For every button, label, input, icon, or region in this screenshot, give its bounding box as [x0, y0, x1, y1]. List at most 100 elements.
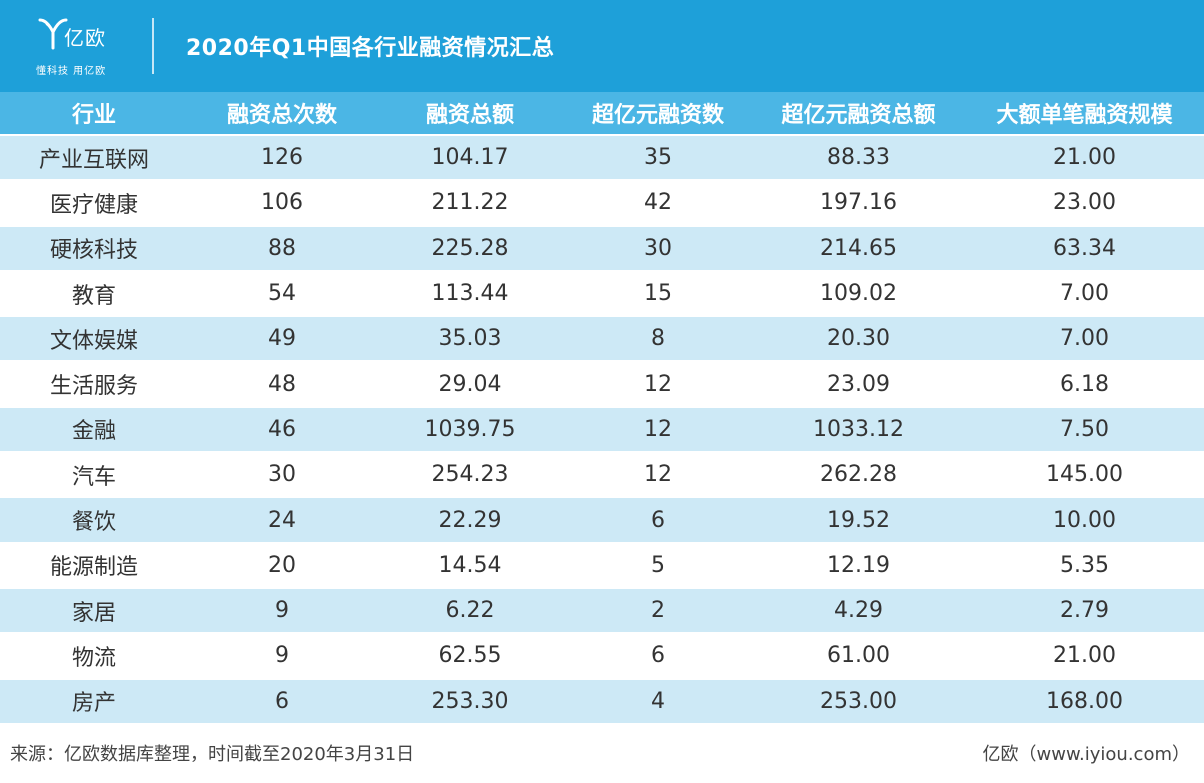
value-cell: 1039.75: [376, 406, 564, 454]
value-cell: 7.50: [965, 406, 1204, 454]
value-cell: 63.34: [965, 225, 1204, 272]
value-cell: 88: [188, 225, 376, 272]
industry-cell: 生活服务: [0, 361, 188, 408]
value-cell: 29.04: [376, 361, 564, 408]
table-body: 产业互联网 126 104.17 35 88.33 21.00 医疗健康 106 211.22 4…: [0, 135, 1204, 725]
industry-cell: 硬核科技: [0, 225, 188, 272]
value-cell: 126: [188, 135, 376, 182]
value-cell: 30: [564, 225, 752, 272]
value-cell: 12: [564, 452, 752, 499]
value-cell: 12.19: [752, 542, 965, 589]
financing-table: 行业 融资总次数 融资总额 超亿元融资数 超亿元融资总额 大额单笔融资规模 产业互联网 12…: [0, 92, 1204, 725]
industry-cell: 家居: [0, 587, 188, 635]
industry-cell: 汽车: [0, 452, 188, 499]
value-cell: 254.23: [376, 452, 564, 499]
industry-cell: 产业互联网: [0, 135, 188, 182]
value-cell: 225.28: [376, 225, 564, 272]
table-row: 餐饮 24 22.29 6 19.52 10.00: [0, 497, 1204, 544]
industry-cell: 金融: [0, 406, 188, 454]
value-cell: 15: [564, 270, 752, 318]
table-row: 能源制造 20 14.54 5 12.19 5.35: [0, 542, 1204, 589]
value-cell: 7.00: [965, 270, 1204, 318]
column-header: 融资总额: [376, 92, 564, 136]
table-row: 文体娱媒 49 35.03 8 20.30 7.00: [0, 316, 1204, 363]
value-cell: 6.22: [376, 587, 564, 635]
industry-cell: 餐饮: [0, 497, 188, 544]
table-row: 教育 54 113.44 15 109.02 7.00: [0, 270, 1204, 318]
value-cell: 9: [188, 633, 376, 680]
value-cell: 253.30: [376, 678, 564, 725]
value-cell: 54: [188, 270, 376, 318]
value-cell: 6: [564, 633, 752, 680]
table-row: 房产 6 253.30 4 253.00 168.00: [0, 678, 1204, 725]
logo-name: 亿欧: [64, 26, 106, 50]
value-cell: 22.29: [376, 497, 564, 544]
header-divider: [152, 18, 154, 74]
value-cell: 30: [188, 452, 376, 499]
site-link[interactable]: 亿欧（www.iyiou.com）: [982, 744, 1190, 765]
value-cell: 46: [188, 406, 376, 454]
value-cell: 23.09: [752, 361, 965, 408]
table-row: 产业互联网 126 104.17 35 88.33 21.00: [0, 135, 1204, 182]
value-cell: 48: [188, 361, 376, 408]
value-cell: 2.79: [965, 587, 1204, 635]
value-cell: 42: [564, 180, 752, 227]
value-cell: 35.03: [376, 316, 564, 363]
value-cell: 4.29: [752, 587, 965, 635]
logo: 亿欧 懂科技 用亿欧: [0, 0, 152, 92]
table-row: 金融 46 1039.75 12 1033.12 7.50: [0, 406, 1204, 454]
value-cell: 113.44: [376, 270, 564, 318]
table-row: 医疗健康 106 211.22 42 197.16 23.00: [0, 180, 1204, 227]
value-cell: 12: [564, 406, 752, 454]
value-cell: 6.18: [965, 361, 1204, 408]
value-cell: 109.02: [752, 270, 965, 318]
table-header-row: 行业 融资总次数 融资总额 超亿元融资数 超亿元融资总额 大额单笔融资规模: [0, 92, 1204, 136]
column-header: 融资总次数: [188, 92, 376, 136]
value-cell: 6: [564, 497, 752, 544]
value-cell: 14.54: [376, 542, 564, 589]
value-cell: 106: [188, 180, 376, 227]
logo-slogan: 懂科技 用亿欧: [36, 66, 107, 77]
value-cell: 20: [188, 542, 376, 589]
value-cell: 23.00: [965, 180, 1204, 227]
value-cell: 8: [564, 316, 752, 363]
industry-cell: 医疗健康: [0, 180, 188, 227]
table-row: 生活服务 48 29.04 12 23.09 6.18: [0, 361, 1204, 408]
value-cell: 6: [188, 678, 376, 725]
value-cell: 10.00: [965, 497, 1204, 544]
page-title: 2020年Q1中国各行业融资情况汇总: [186, 36, 555, 61]
value-cell: 5.35: [965, 542, 1204, 589]
column-header: 大额单笔融资规模: [965, 92, 1204, 136]
value-cell: 88.33: [752, 135, 965, 182]
value-cell: 1033.12: [752, 406, 965, 454]
header-banner: 亿欧 懂科技 用亿欧 2020年Q1中国各行业融资情况汇总: [0, 0, 1204, 92]
value-cell: 4: [564, 678, 752, 725]
column-header: 超亿元融资总额: [752, 92, 965, 136]
industry-cell: 物流: [0, 633, 188, 680]
value-cell: 211.22: [376, 180, 564, 227]
value-cell: 145.00: [965, 452, 1204, 499]
table-row: 家居 9 6.22 2 4.29 2.79: [0, 587, 1204, 635]
value-cell: 35: [564, 135, 752, 182]
logo-mark-icon: [38, 18, 68, 50]
value-cell: 2: [564, 587, 752, 635]
table-row: 硬核科技 88 225.28 30 214.65 63.34: [0, 225, 1204, 272]
table-row: 物流 9 62.55 6 61.00 21.00: [0, 633, 1204, 680]
industry-cell: 文体娱媒: [0, 316, 188, 363]
value-cell: 19.52: [752, 497, 965, 544]
industry-cell: 能源制造: [0, 542, 188, 589]
column-header: 行业: [0, 92, 188, 136]
value-cell: 24: [188, 497, 376, 544]
source-note: 来源：亿欧数据库整理，时间截至2020年3月31日: [10, 744, 415, 765]
value-cell: 20.30: [752, 316, 965, 363]
industry-cell: 房产: [0, 678, 188, 725]
value-cell: 104.17: [376, 135, 564, 182]
industry-cell: 教育: [0, 270, 188, 318]
value-cell: 168.00: [965, 678, 1204, 725]
value-cell: 12: [564, 361, 752, 408]
value-cell: 214.65: [752, 225, 965, 272]
value-cell: 262.28: [752, 452, 965, 499]
value-cell: 5: [564, 542, 752, 589]
value-cell: 197.16: [752, 180, 965, 227]
value-cell: 21.00: [965, 633, 1204, 680]
